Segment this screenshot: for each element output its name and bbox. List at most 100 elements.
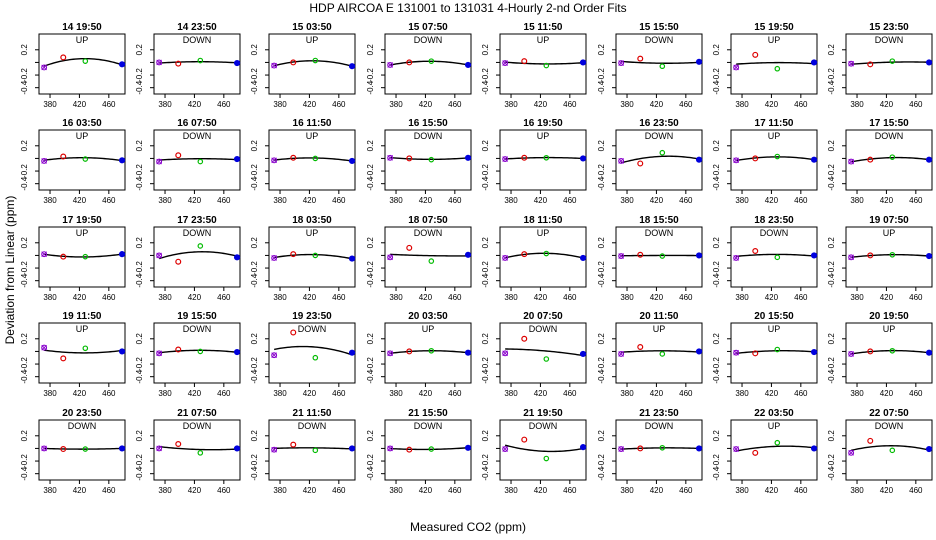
panel-frame [730, 226, 818, 288]
panel-direction-label: UP [422, 324, 435, 334]
fit-curve [621, 60, 700, 64]
panel-direction-label: UP [306, 35, 319, 45]
x-tick-label: 420 [419, 486, 433, 495]
data-point-standard-3 [543, 154, 550, 161]
y-tick-label: -0.2 [135, 357, 144, 371]
x-tick-label: 380 [273, 196, 287, 205]
chart-panel: 15 23:50 DOWN -0.4-0.2 0.2 380 420 460 [827, 22, 933, 109]
x-tick-label: 460 [563, 389, 577, 398]
panel-direction-label: DOWN [68, 421, 97, 431]
panel-title: 17 19:50 [62, 215, 102, 226]
y-tick-label: 0.2 [597, 140, 606, 152]
x-tick-label: 420 [765, 389, 779, 398]
panel-direction-label: DOWN [529, 324, 558, 334]
x-tick-label: 460 [794, 486, 808, 495]
y-tick-label: -0.4 [597, 369, 606, 383]
x-tick-label: 380 [735, 389, 749, 398]
y-tick-label: -0.2 [827, 261, 836, 275]
panel-title: 19 07:50 [869, 215, 909, 226]
y-tick-label: -0.4 [366, 273, 375, 287]
x-tick-label: 420 [880, 389, 894, 398]
chart-panel: 20 19:50 UP -0.4-0.2 0.2 380 420 460 [827, 311, 933, 398]
data-point-standard-4 [233, 254, 241, 261]
y-tick-label: -0.4 [481, 80, 490, 94]
panel-title: 19 11:50 [63, 311, 102, 322]
y-tick-label: 0.2 [712, 237, 721, 249]
x-tick-label: 420 [765, 293, 779, 302]
data-point-standard-4 [348, 157, 356, 165]
data-point-standard-2 [752, 155, 759, 162]
x-tick-label: 420 [534, 389, 548, 398]
data-point-standard-1 [848, 350, 855, 357]
data-point-standard-1 [271, 157, 278, 164]
data-point-standard-3 [659, 149, 666, 156]
data-point-standard-1-cross [41, 64, 47, 71]
data-point-standard-1-cross [848, 158, 854, 165]
panel-direction-label: UP [883, 324, 896, 334]
panel-frame [499, 419, 587, 481]
x-tick-label: 420 [303, 196, 317, 205]
x-tick-label: 380 [735, 100, 749, 109]
data-point-standard-3 [889, 447, 896, 454]
panel-title: 18 07:50 [408, 215, 448, 226]
data-point-standard-2 [60, 54, 67, 61]
data-point-standard-3 [312, 252, 319, 259]
x-tick-label: 380 [850, 486, 864, 495]
panel-title: 18 11:50 [524, 215, 563, 226]
y-tick-label: -0.4 [250, 369, 259, 383]
data-point-standard-1 [618, 157, 625, 164]
data-point-standard-3 [428, 347, 435, 354]
chart-panel: 17 19:50 UP -0.4-0.2 0.2 380 420 460 [20, 215, 126, 302]
data-point-standard-3 [659, 63, 666, 70]
y-tick-label: -0.2 [20, 68, 29, 82]
chart-panel: 15 19:50 UP -0.4-0.2 0.2 380 420 460 [712, 22, 818, 109]
y-tick-label: -0.4 [135, 466, 144, 480]
panel-title: 20 23:50 [62, 408, 102, 419]
panel-frame [845, 33, 933, 95]
panel-title: 15 15:50 [639, 22, 679, 33]
data-point-standard-2 [867, 156, 874, 163]
chart-panel: 20 23:50 DOWN -0.4-0.2 0.2 380 420 460 [20, 408, 126, 495]
data-point-standard-2 [637, 344, 644, 351]
panel-title: 20 11:50 [640, 311, 679, 322]
y-tick-label: -0.4 [250, 80, 259, 94]
data-point-standard-2 [752, 449, 759, 456]
y-tick-label: -0.4 [827, 80, 836, 94]
y-tick-label: -0.4 [712, 369, 721, 383]
x-tick-label: 380 [850, 196, 864, 205]
panel-frame [615, 226, 703, 288]
chart-panel: 18 23:50 DOWN -0.4-0.2 0.2 380 420 460 [712, 215, 818, 302]
data-point-standard-3 [659, 444, 666, 451]
chart-panel: 16 07:50 DOWN -0.4-0.2 0.2 380 420 460 [135, 118, 241, 205]
data-point-standard-1 [156, 252, 163, 259]
data-point-standard-3 [428, 446, 435, 452]
data-point-standard-3 [659, 351, 666, 357]
data-point-standard-1 [733, 349, 740, 356]
y-tick-label: -0.2 [712, 164, 721, 178]
x-tick-label: 380 [43, 196, 57, 205]
data-point-standard-4 [810, 252, 818, 259]
y-tick-label: -0.4 [366, 369, 375, 383]
y-tick-label: 0.2 [20, 430, 29, 442]
x-tick-label: 380 [389, 100, 403, 109]
data-point-standard-4 [810, 156, 818, 163]
data-point-standard-1 [156, 158, 163, 165]
x-tick-label: 380 [620, 486, 634, 495]
y-axis-label: Deviation from Linear (ppm) [3, 196, 17, 345]
data-point-standard-3 [428, 258, 435, 264]
data-point-standard-1-cross [733, 255, 739, 261]
panel-title: 21 19:50 [523, 408, 563, 419]
panel-direction-label: UP [537, 228, 550, 238]
data-point-standard-3 [197, 158, 204, 165]
chart-panel: 19 07:50 UP -0.4-0.2 0.2 380 420 460 [827, 215, 933, 302]
panel-direction-label: DOWN [645, 35, 674, 45]
panel-direction-label: UP [537, 131, 550, 141]
data-point-standard-1-cross [156, 158, 162, 165]
y-tick-label: -0.4 [481, 369, 490, 383]
data-point-standard-2 [637, 445, 644, 452]
panel-direction-label: DOWN [875, 421, 904, 431]
x-tick-label: 380 [389, 196, 403, 205]
x-tick-label: 420 [73, 196, 87, 205]
data-point-standard-3 [774, 153, 781, 160]
data-point-standard-4 [233, 445, 241, 452]
